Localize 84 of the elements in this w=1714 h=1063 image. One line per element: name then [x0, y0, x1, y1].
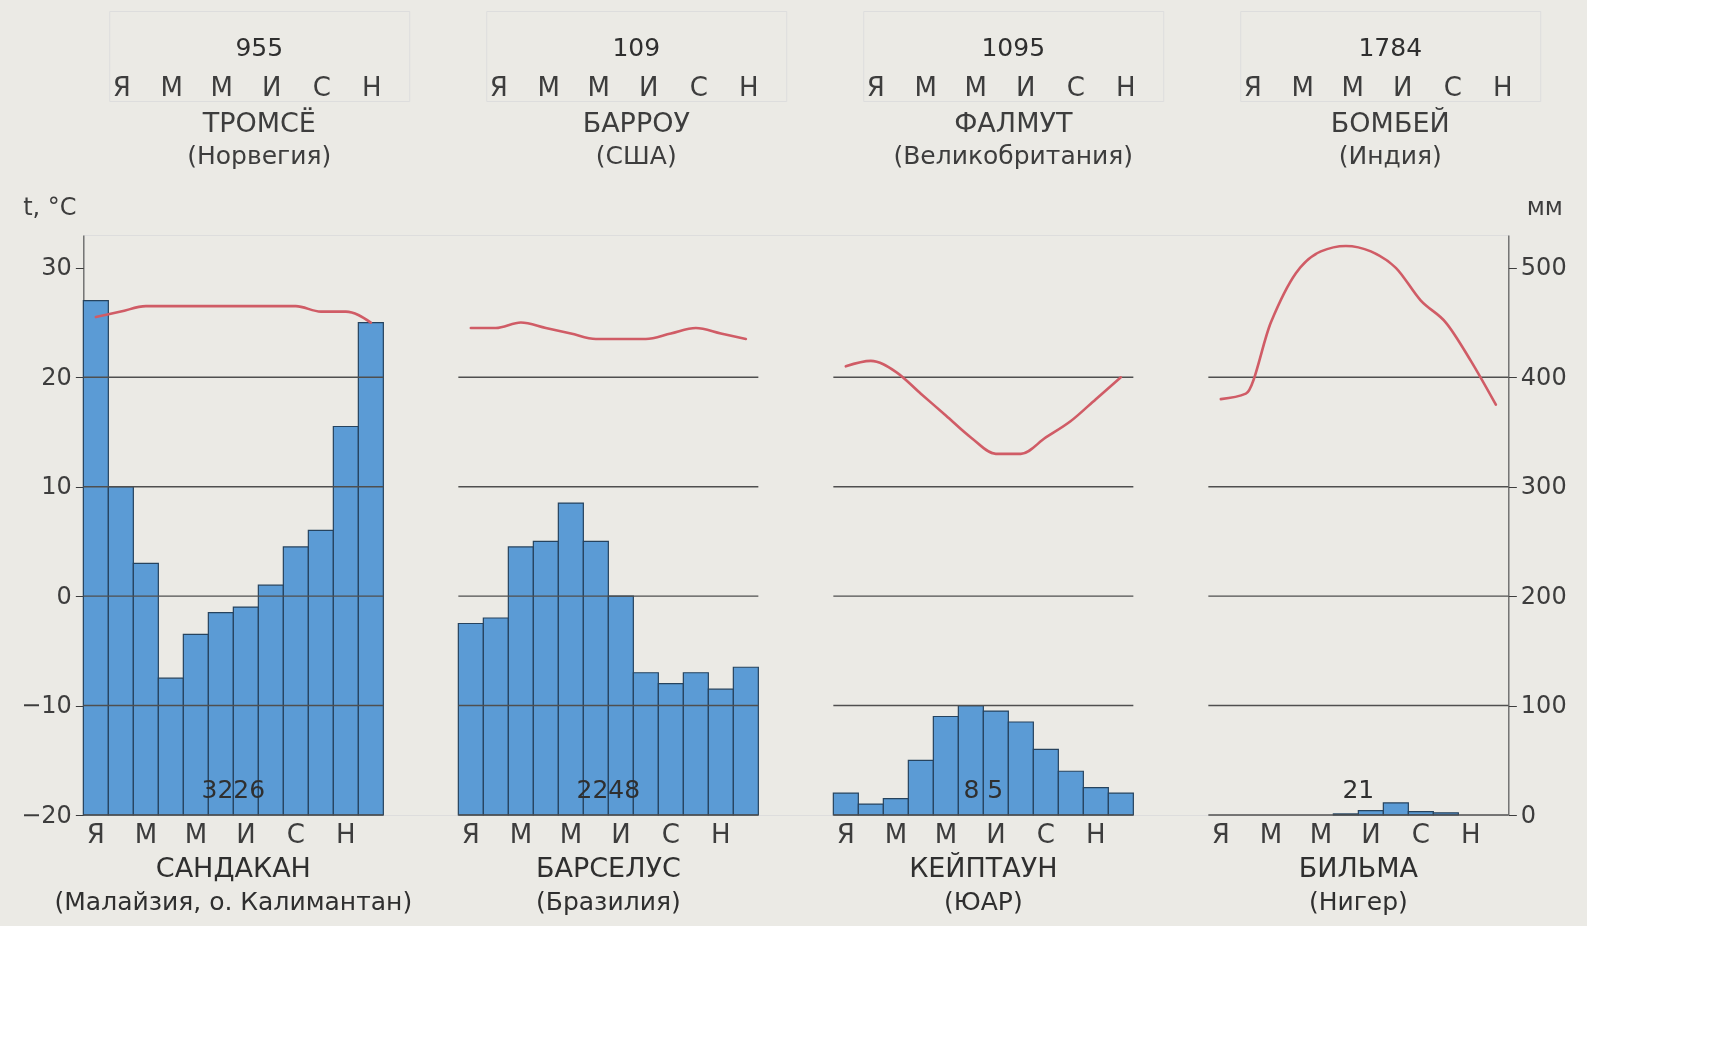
y-tick-label: −20 — [21, 800, 72, 829]
text: КЕЙПТАУН — [909, 852, 1058, 883]
x-tick-label: М — [884, 818, 908, 849]
y-tick-label: 10 — [41, 472, 72, 501]
text: (ЮАР) — [944, 887, 1023, 916]
x-tick-label: Н — [1461, 818, 1481, 849]
x-tick-label: С — [1036, 818, 1055, 849]
y2-tick-label: 300 — [1520, 472, 1567, 501]
category-label: М — [210, 72, 233, 102]
x-tick-label: Н — [711, 818, 731, 849]
category-label: М — [1291, 72, 1314, 102]
category-label: И — [639, 72, 659, 102]
y2-tick-label: 400 — [1520, 362, 1567, 391]
x-tick-label: М — [509, 818, 533, 849]
x-tick-label: С — [661, 818, 680, 849]
x-tick-label: М — [184, 818, 208, 849]
x-tick-label: Н — [336, 818, 356, 849]
x-tick-label: Я — [836, 818, 855, 849]
category-label: И — [1016, 72, 1036, 102]
category-label: Я — [1243, 72, 1262, 102]
x-tick-label: И — [1361, 818, 1381, 849]
category-label: И — [262, 72, 282, 102]
y2-tick-label: 100 — [1520, 691, 1567, 720]
category-label: М — [587, 72, 610, 102]
y-axis-title: t, °C — [23, 192, 77, 221]
text: (Норвегия) — [187, 141, 332, 170]
y-tick-label: 30 — [41, 253, 72, 282]
y2-tick-label: 0 — [1520, 800, 1537, 829]
text: ТРОМСЁ — [201, 107, 316, 138]
text: (Бразилия) — [536, 887, 681, 916]
annotation: 8 5 — [963, 775, 1004, 804]
x-tick-label: И — [611, 818, 631, 849]
category-label: И — [1393, 72, 1413, 102]
category-label: С — [689, 72, 708, 102]
x-tick-label: И — [236, 818, 256, 849]
text: 1095 — [981, 33, 1046, 62]
text: (США) — [595, 141, 677, 170]
category-label: С — [1066, 72, 1085, 102]
text: (Малайзия, о. Калимантан) — [54, 887, 413, 916]
category-label: Н — [1115, 72, 1136, 102]
x-tick-label: М — [934, 818, 958, 849]
x-tick-label: С — [286, 818, 305, 849]
annotation: 21 — [1342, 775, 1375, 804]
category-label: Я — [112, 72, 131, 102]
text: БИЛЬМА — [1298, 852, 1419, 883]
category-label: С — [1443, 72, 1462, 102]
y2-axis-title: мм — [1526, 192, 1563, 221]
text: БАРРОУ — [582, 107, 690, 138]
category-label: М — [537, 72, 560, 102]
category-label: М — [160, 72, 183, 102]
x-tick-label: М — [1259, 818, 1283, 849]
y-tick-label: −10 — [21, 691, 72, 720]
text: САНДАКАН — [155, 852, 311, 883]
x-tick-label: С — [1411, 818, 1430, 849]
text: БОМБЕЙ — [1330, 107, 1450, 138]
text: 109 — [612, 33, 661, 62]
category-label: М — [1341, 72, 1364, 102]
text: 955 — [235, 33, 284, 62]
y-tick-label: 20 — [41, 362, 72, 391]
text: БАРСЕЛУС — [535, 852, 681, 883]
category-label: Н — [738, 72, 759, 102]
x-tick-label: М — [559, 818, 583, 849]
category-label: М — [914, 72, 937, 102]
x-tick-label: М — [134, 818, 158, 849]
category-label: Н — [361, 72, 382, 102]
x-tick-label: И — [986, 818, 1006, 849]
text: (Индия) — [1338, 141, 1442, 170]
y2-tick-label: 500 — [1520, 253, 1567, 282]
category-label: С — [312, 72, 331, 102]
text: 1784 — [1358, 33, 1423, 62]
category-label: М — [964, 72, 987, 102]
text: ФАЛМУТ — [954, 107, 1073, 138]
category-label: Я — [489, 72, 508, 102]
text: (Нигер) — [1308, 887, 1408, 916]
x-tick-label: Я — [461, 818, 480, 849]
x-tick-label: Я — [1211, 818, 1230, 849]
y2-tick-label: 200 — [1520, 581, 1567, 610]
category-label: Я — [866, 72, 885, 102]
x-tick-label: Я — [86, 818, 105, 849]
text: (Великобритания) — [893, 141, 1134, 170]
category-label: Н — [1492, 72, 1513, 102]
x-tick-label: Н — [1086, 818, 1106, 849]
x-tick-label: М — [1309, 818, 1333, 849]
y-tick-label: 0 — [56, 581, 72, 610]
